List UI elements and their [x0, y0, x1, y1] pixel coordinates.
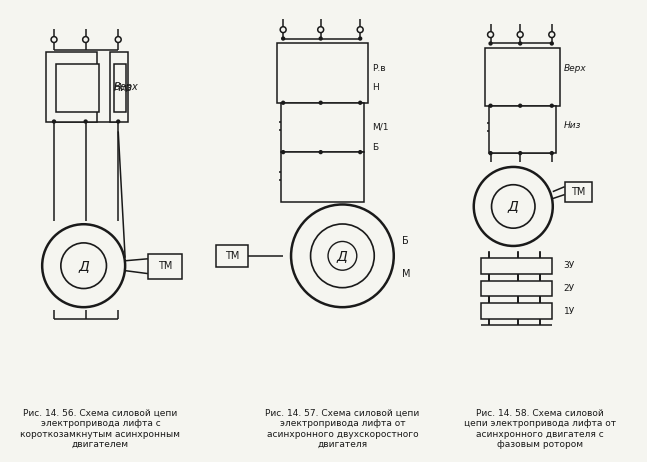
Circle shape [549, 151, 554, 155]
Bar [485, 49, 560, 106]
Text: ТМ: ТМ [158, 261, 172, 271]
Bar [488, 106, 556, 153]
Circle shape [280, 27, 286, 33]
Bar [115, 64, 126, 112]
Circle shape [518, 41, 522, 46]
Text: Д: Д [78, 259, 89, 273]
Text: Рис. 14. 58. Схема силовой
цепи электропривода лифта от
асинхронного двигателя с: Рис. 14. 58. Схема силовой цепи электроп… [464, 409, 616, 449]
Bar [281, 152, 364, 201]
Bar [481, 280, 552, 296]
Circle shape [318, 27, 324, 33]
Circle shape [518, 103, 522, 108]
Text: М: М [402, 268, 410, 279]
Bar [56, 64, 100, 112]
Circle shape [488, 151, 493, 155]
Bar [481, 258, 552, 274]
Circle shape [311, 224, 374, 288]
Circle shape [358, 36, 362, 41]
Circle shape [61, 243, 107, 288]
Text: Б: Б [402, 236, 408, 246]
Circle shape [492, 185, 535, 228]
Circle shape [83, 36, 89, 43]
Text: ТМ: ТМ [225, 251, 239, 261]
Text: Н: Н [372, 84, 378, 92]
Bar [281, 103, 364, 152]
Circle shape [328, 242, 356, 270]
Circle shape [281, 150, 285, 154]
Text: 1У: 1У [564, 307, 575, 316]
Text: Рис. 14. 56. Схема силовой цепи
электропривода лифта с
короткозамкнутым асинхрон: Рис. 14. 56. Схема силовой цепи электроп… [21, 409, 181, 449]
Text: Верх: Верх [564, 64, 586, 73]
Text: Б: Б [372, 143, 378, 152]
Text: Низ: Низ [113, 83, 132, 93]
Text: 3У: 3У [564, 261, 575, 270]
Bar [481, 303, 552, 319]
Circle shape [549, 31, 554, 37]
Bar [216, 245, 248, 267]
Circle shape [52, 119, 56, 124]
Circle shape [549, 41, 554, 46]
Bar [46, 52, 98, 122]
Text: ТМ: ТМ [571, 187, 586, 197]
Circle shape [281, 101, 285, 105]
Circle shape [358, 150, 362, 154]
Circle shape [474, 167, 553, 246]
Text: Низ: Низ [564, 121, 581, 130]
Bar [111, 52, 128, 122]
Circle shape [488, 103, 493, 108]
Bar [277, 43, 368, 103]
Circle shape [83, 119, 88, 124]
Text: М/1: М/1 [372, 123, 389, 132]
Circle shape [115, 36, 121, 43]
Circle shape [518, 151, 522, 155]
Circle shape [318, 101, 323, 105]
Circle shape [42, 224, 125, 307]
Circle shape [291, 205, 394, 307]
Circle shape [517, 31, 523, 37]
Bar [565, 182, 592, 201]
Text: Р.в: Р.в [372, 64, 386, 73]
Circle shape [549, 103, 554, 108]
Circle shape [357, 27, 363, 33]
Text: Верх: Верх [113, 82, 138, 92]
Circle shape [318, 36, 323, 41]
Circle shape [51, 36, 57, 43]
Bar [148, 254, 182, 279]
Circle shape [281, 36, 285, 41]
Text: 2У: 2У [564, 284, 575, 293]
Circle shape [116, 119, 120, 124]
Circle shape [318, 150, 323, 154]
Text: Рис. 14. 57. Схема силовой цепи
электропривода лифта от
асинхронного двухскорост: Рис. 14. 57. Схема силовой цепи электроп… [265, 409, 419, 449]
Circle shape [488, 41, 493, 46]
Circle shape [358, 101, 362, 105]
Text: Д: Д [508, 200, 519, 213]
Circle shape [488, 31, 494, 37]
Text: Д: Д [337, 249, 348, 263]
